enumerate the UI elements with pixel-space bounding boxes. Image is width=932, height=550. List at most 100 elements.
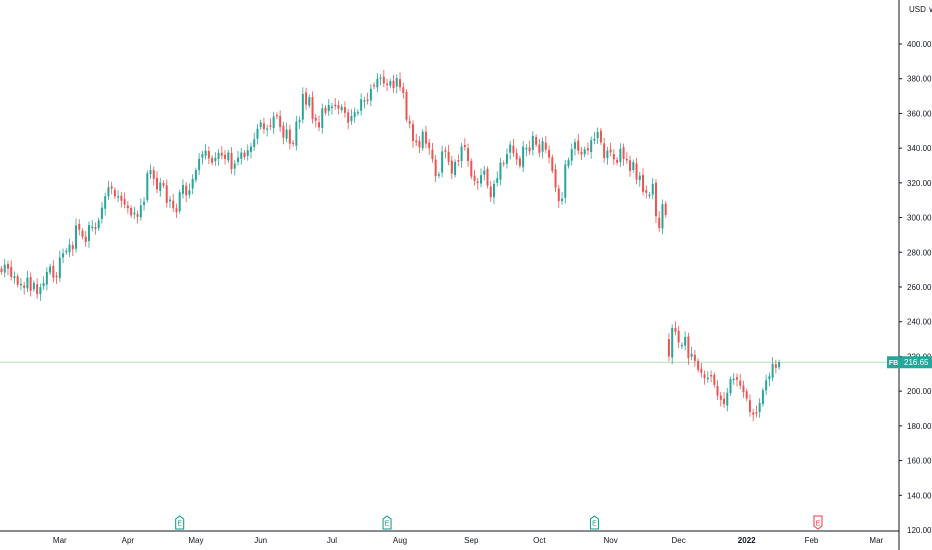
candle <box>159 177 162 197</box>
candle-body <box>522 146 525 168</box>
candle-body <box>706 377 709 380</box>
earnings-marker[interactable]: E <box>382 515 392 530</box>
candle <box>437 171 440 179</box>
candle-body <box>68 244 71 253</box>
candle <box>434 154 437 182</box>
candle <box>330 102 333 115</box>
candle-body <box>214 157 217 162</box>
candle-body <box>690 353 693 357</box>
candle-body <box>0 268 3 273</box>
candle-body <box>181 184 184 194</box>
candle <box>538 138 541 158</box>
candle-body <box>224 154 227 159</box>
candle <box>638 171 641 187</box>
candle <box>68 238 71 257</box>
candle <box>91 219 94 232</box>
candle <box>771 357 774 382</box>
candle <box>544 135 547 154</box>
candle <box>201 150 204 165</box>
candle-body <box>651 183 654 195</box>
candle-body <box>81 230 84 237</box>
candle <box>337 100 340 115</box>
candle <box>654 179 657 223</box>
candle-body <box>230 153 233 170</box>
candle-body <box>732 378 735 381</box>
candle-body <box>350 116 353 122</box>
candle-body <box>343 107 346 113</box>
candle-body <box>369 88 372 101</box>
candle-body <box>126 205 129 209</box>
candle <box>188 183 191 199</box>
candle-body <box>282 125 285 138</box>
earnings-marker[interactable]: E <box>589 515 599 530</box>
y-tick-label: 380.00 <box>907 75 932 84</box>
candle-body <box>42 283 45 287</box>
x-tick-label: Aug <box>393 536 407 545</box>
candle-body <box>677 330 680 343</box>
candle <box>94 222 97 235</box>
last-price-tag: FB 216.65 <box>887 356 932 369</box>
candle <box>363 96 366 109</box>
candle <box>710 370 713 383</box>
candle-body <box>463 145 466 148</box>
candle <box>509 141 512 160</box>
candle <box>224 150 227 165</box>
candle-body <box>379 77 382 79</box>
candle-body <box>499 162 502 180</box>
candle-body <box>152 170 155 179</box>
candle-body <box>185 185 188 196</box>
candle <box>58 250 61 282</box>
candle <box>651 177 654 200</box>
x-tick-label: Nov <box>604 536 618 545</box>
candle <box>441 145 444 178</box>
candle <box>117 190 120 203</box>
candle-body <box>237 157 240 163</box>
candle-body <box>723 398 726 405</box>
candle-body <box>295 121 298 146</box>
candle-body <box>541 141 544 152</box>
candle <box>499 157 502 186</box>
candle-body <box>554 169 557 188</box>
candle <box>288 124 291 150</box>
candle <box>706 371 709 383</box>
candle <box>356 109 359 116</box>
candle-body <box>84 236 87 243</box>
candle-body <box>97 220 100 229</box>
candle-body <box>249 146 252 152</box>
candle-body <box>159 182 162 192</box>
candle-body <box>509 144 512 153</box>
currency-label[interactable]: USD ∨ <box>909 5 932 14</box>
candle-body <box>716 385 719 396</box>
earnings-marker[interactable]: E <box>175 515 185 530</box>
candle <box>395 74 398 94</box>
candle <box>748 394 751 417</box>
candle-body <box>324 107 327 113</box>
candle-body <box>321 108 324 129</box>
candle-body <box>279 115 282 128</box>
candle <box>198 153 201 175</box>
candle-body <box>447 151 450 162</box>
candle <box>755 405 758 418</box>
candle <box>172 193 175 213</box>
candle-body <box>117 196 120 198</box>
candle <box>680 342 683 349</box>
candle <box>259 119 262 130</box>
candle <box>745 388 748 402</box>
last-price-label: 216.65 <box>904 358 929 367</box>
candle-body <box>123 199 126 205</box>
candle-body <box>752 412 755 415</box>
candle <box>65 248 68 255</box>
candle <box>104 192 107 216</box>
earnings-marker[interactable]: E <box>813 515 823 530</box>
candle <box>295 115 298 151</box>
candle-body <box>275 114 278 117</box>
candle-body <box>340 106 343 111</box>
candle-body <box>178 192 181 212</box>
candle-body <box>272 116 275 129</box>
candle-body <box>327 104 330 112</box>
candle <box>327 99 330 116</box>
x-tick-label: Feb <box>805 536 819 545</box>
candle-body <box>146 173 149 201</box>
